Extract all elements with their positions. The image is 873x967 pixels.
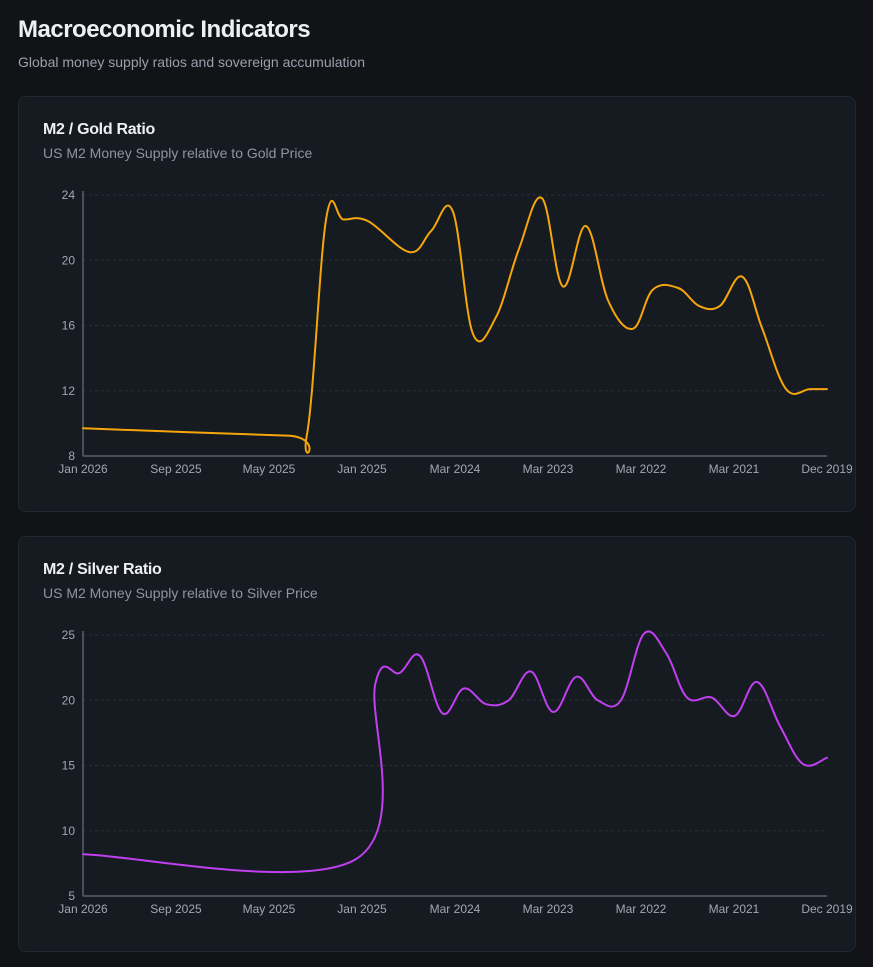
x-tick-label: Mar 2023 xyxy=(523,462,574,476)
y-tick-label: 24 xyxy=(62,188,76,202)
x-tick-label: Sep 2025 xyxy=(150,902,202,916)
series-line xyxy=(82,196,828,454)
y-tick-label: 12 xyxy=(62,384,76,398)
x-tick-label: Sep 2025 xyxy=(150,462,202,476)
y-tick-label: 20 xyxy=(62,253,76,267)
y-tick-label: 8 xyxy=(68,449,75,463)
x-tick-label: May 2025 xyxy=(243,902,296,916)
silver-ratio-card: M2 / Silver Ratio US M2 Money Supply rel… xyxy=(18,536,856,952)
x-tick-label: Mar 2021 xyxy=(709,902,760,916)
y-tick-label: 25 xyxy=(62,628,76,642)
silver-chart-subtitle: US M2 Money Supply relative to Silver Pr… xyxy=(43,585,318,601)
page-subtitle: Global money supply ratios and sovereign… xyxy=(18,54,366,70)
x-tick-label: Mar 2024 xyxy=(430,462,481,476)
gold-chart-title: M2 / Gold Ratio xyxy=(43,121,155,138)
y-tick-label: 15 xyxy=(62,759,76,773)
silver-ratio-chart: 5 10 15 20 25 Jan 2026 Sep 2025 May 2025 Jan 202… xyxy=(58,628,853,916)
x-tick-label: Mar 2024 xyxy=(430,902,481,916)
series-line xyxy=(82,630,828,874)
y-tick-label: 20 xyxy=(62,693,76,707)
x-tick-label: Jan 2025 xyxy=(337,462,387,476)
x-tick-label: Dec 2019 xyxy=(801,462,853,476)
silver-chart-title: M2 / Silver Ratio xyxy=(43,561,162,578)
y-tick-label: 5 xyxy=(68,889,75,903)
gold-ratio-card: M2 / Gold Ratio US M2 Money Supply relat… xyxy=(18,96,856,512)
y-tick-label: 10 xyxy=(62,824,76,838)
gold-chart-subtitle: US M2 Money Supply relative to Gold Pric… xyxy=(43,145,313,161)
page-title: Macroeconomic Indicators xyxy=(18,16,311,43)
x-tick-label: Mar 2023 xyxy=(523,902,574,916)
gold-ratio-chart: 8 12 16 20 24 Jan 2026 Sep 2025 May 2025 Jan 202… xyxy=(58,188,853,476)
x-tick-label: Jan 2026 xyxy=(58,902,108,916)
x-tick-label: Jan 2025 xyxy=(337,902,387,916)
x-tick-label: Mar 2022 xyxy=(616,902,667,916)
x-tick-label: Mar 2022 xyxy=(616,462,667,476)
x-tick-label: Mar 2021 xyxy=(709,462,760,476)
y-tick-label: 16 xyxy=(62,319,76,333)
x-tick-label: Jan 2026 xyxy=(58,462,108,476)
x-tick-label: Dec 2019 xyxy=(801,902,853,916)
x-tick-label: May 2025 xyxy=(243,462,296,476)
